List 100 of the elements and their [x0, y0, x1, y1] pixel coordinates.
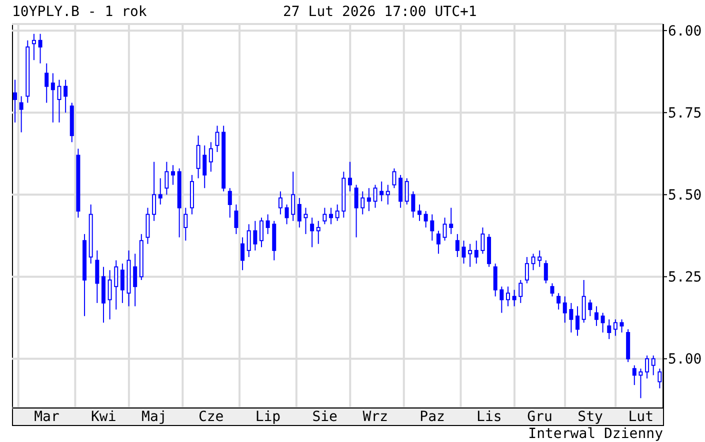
- candlestick: [550, 282, 554, 297]
- candlestick: [442, 217, 447, 242]
- candlestick: [120, 263, 124, 304]
- candlestick: [266, 214, 270, 235]
- candlestick: [480, 226, 485, 254]
- chart-subtitle: 27 Lut 2026 17:00 UTC+1: [283, 4, 477, 20]
- candlestick: [19, 96, 24, 133]
- x-tick-label: Paz: [420, 409, 445, 425]
- candlestick: [468, 243, 472, 268]
- y-tick-label: 5.50: [668, 188, 702, 204]
- candlestick: [380, 181, 384, 202]
- candlestick: [304, 207, 308, 235]
- candlestick: [658, 368, 662, 389]
- candlestick: [493, 263, 498, 297]
- candlestick: [506, 286, 510, 307]
- candlestick: [202, 144, 207, 189]
- candlestick: [234, 204, 238, 235]
- x-tick-label: Lip: [255, 409, 281, 425]
- candlestick: [594, 306, 598, 326]
- x-tick-label: Lut: [628, 409, 654, 425]
- x-tick-label: Maj: [142, 409, 167, 425]
- candlestick: [424, 210, 428, 228]
- candlestick: [600, 312, 605, 334]
- x-tick-label: Sie: [312, 409, 338, 425]
- candlestick: [518, 280, 523, 304]
- candlestick: [108, 270, 112, 320]
- candlestick: [95, 250, 100, 304]
- candlestick: [64, 79, 68, 114]
- candlestick: [291, 171, 296, 222]
- candlestick: [531, 253, 536, 271]
- candlestick: [158, 178, 162, 206]
- candlestick: [57, 79, 62, 123]
- candlestick: [544, 260, 548, 284]
- y-tick-label: 5.25: [668, 270, 702, 286]
- candlestick: [196, 135, 200, 179]
- candlestick: [208, 142, 213, 172]
- candlestick: [348, 161, 352, 192]
- x-tick-label: Cze: [198, 409, 224, 425]
- candlestick: [38, 33, 42, 64]
- candlestick: [436, 230, 440, 254]
- candlestick: [316, 220, 320, 244]
- x-tick-label: Wrz: [362, 409, 388, 425]
- candlestick: [562, 296, 567, 324]
- candlestick: [576, 306, 580, 336]
- candlestick: [44, 62, 49, 104]
- x-tick-label: Mar: [34, 409, 60, 425]
- candlestick: [184, 207, 188, 242]
- candlestick: [556, 292, 561, 310]
- candlestick: [538, 250, 542, 268]
- x-tick-label: Sty: [578, 409, 603, 425]
- y-tick-label: 6.00: [668, 24, 702, 40]
- candlestick: [240, 236, 245, 271]
- y-tick-label: 5.00: [668, 352, 702, 368]
- candlestick: [297, 197, 302, 228]
- candlestick: [335, 204, 340, 222]
- candlestick: [215, 125, 220, 152]
- x-tick-label: Gru: [527, 409, 552, 425]
- candlestick: [322, 207, 327, 225]
- x-tick-label: Lis: [476, 409, 502, 425]
- candlestick: [638, 368, 643, 399]
- candlestick: [607, 318, 612, 340]
- candlestick: [588, 299, 592, 317]
- candlestick: [620, 318, 624, 334]
- candlestick: [392, 168, 396, 189]
- candlestick: [474, 240, 478, 264]
- candlestick: [133, 253, 138, 307]
- candlestick: [430, 214, 434, 242]
- candlestick: [645, 354, 650, 379]
- candlestick: [50, 72, 55, 123]
- candlestick: [329, 207, 334, 225]
- candlestick: [386, 184, 390, 206]
- candlestick: [164, 161, 169, 196]
- candlestick: [418, 204, 422, 222]
- candlestick: [13, 79, 17, 123]
- candlestick: [462, 240, 466, 264]
- candlestick: [449, 207, 454, 235]
- candlestick: [411, 190, 416, 218]
- candlestick: [228, 188, 232, 218]
- candlestick: [613, 318, 618, 336]
- candlestick: [455, 234, 460, 258]
- candlestick: [569, 302, 574, 334]
- x-tick-label: Kwi: [90, 409, 116, 425]
- y-tick-label: 5.75: [668, 106, 702, 122]
- candlestick: [114, 260, 118, 310]
- candlestick: [512, 289, 516, 307]
- candlestick: [259, 217, 264, 248]
- candlestick: [253, 220, 258, 251]
- candlestick: [278, 190, 282, 215]
- candlestick: [524, 256, 529, 284]
- candlestick: [310, 217, 314, 248]
- candlestick: [171, 164, 176, 186]
- chart-title: 10YPLY.B - 1 rok: [12, 4, 147, 20]
- candlestick: [246, 224, 251, 258]
- candlestick: [651, 354, 656, 376]
- candlestick: [146, 207, 150, 244]
- candlestick: [582, 280, 586, 324]
- candlestick: [360, 190, 365, 215]
- candlestick: [373, 184, 378, 208]
- candlestick: [366, 188, 371, 212]
- text: Interwal Dzienny: [528, 426, 663, 442]
